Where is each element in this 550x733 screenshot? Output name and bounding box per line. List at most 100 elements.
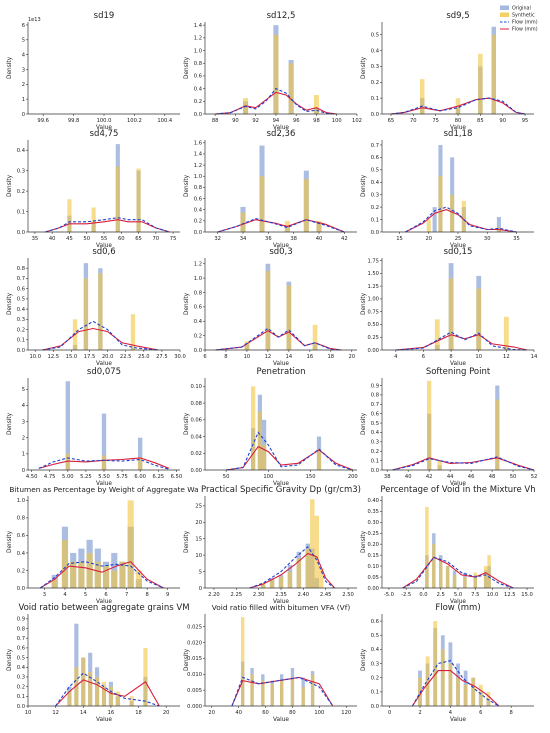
- y-tick-label: 0.3: [371, 440, 379, 446]
- x-tick-label: 2.20: [208, 592, 220, 598]
- x-tick-label: 20: [208, 710, 215, 716]
- histogram-bar-original: [432, 207, 437, 232]
- chart-title: sd0,075: [87, 367, 121, 377]
- histogram-bar-synthetic: [259, 176, 265, 232]
- histogram-bar-synthetic: [67, 199, 72, 232]
- histogram-bar-synthetic: [437, 460, 442, 470]
- histogram-bar-synthetic: [301, 686, 305, 706]
- y-tick-label: 0.0: [371, 230, 379, 236]
- histogram-bar-synthetic: [495, 399, 500, 470]
- y-tick-label: 0.6: [194, 196, 202, 202]
- y-axis-label: Density: [361, 174, 367, 197]
- chart-title: sd0,15: [444, 247, 473, 257]
- histogram-bar-synthetic: [70, 561, 77, 588]
- chart-title: Void ratio filled with bitumen VFA (Vf): [212, 603, 351, 612]
- x-tick-label: 2: [418, 710, 421, 716]
- histogram-bar-original: [496, 217, 501, 232]
- y-tick-label: 0.00: [190, 468, 202, 474]
- y-tick-label: 0.9: [17, 617, 25, 623]
- x-tick-label: 30: [484, 236, 491, 242]
- kde-line-original: [215, 327, 342, 351]
- x-tick-label: 6: [203, 354, 206, 360]
- x-tick-label: 6: [104, 592, 107, 598]
- histogram-bar-synthetic: [261, 680, 265, 706]
- y-tick-label: 0.1: [371, 458, 379, 464]
- x-tick-label: 25: [455, 236, 462, 242]
- x-tick-label: 2.40: [298, 592, 310, 598]
- y-tick-label: 0.000: [187, 704, 202, 710]
- x-axis-label: Value: [273, 361, 289, 367]
- histogram-bar-synthetic: [250, 674, 254, 706]
- x-axis-label: Value: [96, 361, 112, 367]
- x-tick-label: 20: [425, 236, 432, 242]
- x-tick-label: 75: [432, 118, 439, 124]
- chart-panel: sd1,18 15 20 25 30 35 0.0 0.1 0.2 0.3 0.4 0.5 0.6 0.7…: [361, 129, 534, 249]
- y-tick-label: 0.3: [371, 193, 379, 199]
- histogram-bar-synthetic: [483, 566, 488, 588]
- x-tick-label: 6.00: [134, 474, 146, 480]
- y-tick-label: 0.0: [194, 230, 202, 236]
- y-tick-label: 0.50: [367, 322, 379, 328]
- x-tick-label: 0.0: [419, 592, 427, 598]
- histogram-bar-synthetic: [83, 278, 89, 350]
- x-tick-label: 15.0: [66, 354, 78, 360]
- x-tick-label: 20: [348, 354, 355, 360]
- y-tick-label: 0.5: [17, 297, 25, 303]
- histogram-bar-synthetic: [74, 667, 79, 706]
- histogram-bar-synthetic: [456, 677, 460, 706]
- histogram-bar-synthetic: [244, 341, 250, 350]
- histogram-bar-synthetic: [473, 572, 477, 588]
- x-tick-label: -5.0: [384, 592, 394, 598]
- x-tick-label: 3: [43, 592, 46, 598]
- chart-panel: sd9,5 65 70 75 80 85 90 95 0.0 0.1 0.2 0.3 0.4 0.5 Val…: [361, 11, 534, 131]
- x-axis-label: Value: [450, 125, 466, 131]
- histogram-bar-synthetic: [425, 506, 429, 588]
- chart-title: Void ratio between aggregate grains VM: [18, 603, 189, 613]
- histogram-bar-synthetic: [314, 515, 319, 588]
- y-tick-label: 0.8: [17, 266, 25, 272]
- y-axis-label: Density: [361, 56, 367, 79]
- x-tick-label: 4.75: [44, 474, 56, 480]
- histogram-bar-synthetic: [432, 544, 436, 588]
- x-tick-label: 50: [510, 474, 517, 480]
- chart-panel: sd0,15 4 6 8 10 12 14 0.00 0.25 0.50 0.75 1.00 1.25 1…: [361, 247, 538, 367]
- y-tick-label: 0.2: [194, 99, 202, 105]
- y-tick-label: 1.25: [367, 284, 379, 290]
- y-tick-label: 0.04: [190, 434, 202, 440]
- histogram-bar-original: [101, 413, 107, 470]
- chart-title: Softening Point: [426, 367, 491, 377]
- histogram-bar-synthetic: [445, 566, 450, 588]
- y-axis-label: Density: [184, 56, 190, 79]
- y-tick-label: 3: [22, 67, 25, 73]
- x-tick-label: 0: [388, 710, 391, 716]
- y-tick-label: 0.2: [17, 684, 25, 690]
- histogram-bar-synthetic: [273, 34, 279, 115]
- histogram-bar-synthetic: [88, 672, 93, 706]
- chart-title: Bitumen as Percentage by Weight of Aggre…: [9, 485, 198, 494]
- y-tick-label: 0.0: [17, 704, 25, 710]
- y-tick-label: 0.4: [17, 551, 26, 557]
- y-tick-label: 0.6: [17, 533, 25, 539]
- x-tick-label: 92: [252, 118, 259, 124]
- x-tick-label: 8: [145, 592, 148, 598]
- x-tick-label: 96: [293, 118, 300, 124]
- x-tick-label: 50: [83, 236, 90, 242]
- y-tick-label: 4: [22, 52, 26, 58]
- x-tick-label: 12: [52, 710, 59, 716]
- x-tick-label: 5.50: [98, 474, 110, 480]
- y-tick-label: 0.0: [17, 230, 25, 236]
- kde-line-synthetic: [390, 97, 526, 115]
- y-tick-label: 15: [195, 537, 202, 543]
- x-tick-label: 5.25: [80, 474, 92, 480]
- y-tick-label: 1.2: [194, 163, 202, 169]
- x-tick-label: 65: [388, 118, 395, 124]
- chart-title: sd2,36: [267, 129, 296, 139]
- y-tick-label: 0: [22, 112, 25, 118]
- x-tick-label: 15.0: [521, 592, 533, 598]
- y-tick-label: 0.3: [17, 675, 25, 681]
- y-tick-label: 0.020: [187, 640, 202, 646]
- histogram-bar-synthetic: [129, 696, 134, 706]
- x-tick-label: 5.0: [454, 592, 462, 598]
- x-tick-label: 10: [25, 710, 32, 716]
